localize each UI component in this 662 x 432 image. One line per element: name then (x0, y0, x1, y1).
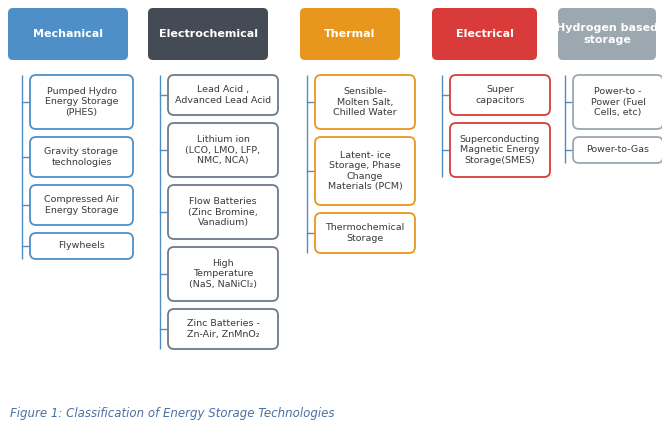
Text: Sensible-
Molten Salt,
Chilled Water: Sensible- Molten Salt, Chilled Water (333, 87, 397, 117)
Text: Hydrogen based
storage: Hydrogen based storage (556, 23, 658, 45)
Text: Flywheels: Flywheels (58, 241, 105, 251)
FancyBboxPatch shape (8, 8, 128, 60)
FancyBboxPatch shape (30, 233, 133, 259)
FancyBboxPatch shape (315, 137, 415, 205)
FancyBboxPatch shape (148, 8, 268, 60)
FancyBboxPatch shape (558, 8, 656, 60)
FancyBboxPatch shape (30, 75, 133, 129)
Text: Thermochemical
Storage: Thermochemical Storage (326, 223, 404, 243)
Text: Power-to-Gas: Power-to-Gas (587, 146, 649, 155)
Text: Gravity storage
technologies: Gravity storage technologies (44, 147, 118, 167)
Text: Thermal: Thermal (324, 29, 376, 39)
FancyBboxPatch shape (450, 75, 550, 115)
FancyBboxPatch shape (573, 75, 662, 129)
FancyBboxPatch shape (432, 8, 537, 60)
FancyBboxPatch shape (450, 123, 550, 177)
Text: Electrical: Electrical (455, 29, 514, 39)
FancyBboxPatch shape (573, 137, 662, 163)
Text: Zinc Batteries -
Zn-Air, ZnMnO₂: Zinc Batteries - Zn-Air, ZnMnO₂ (187, 319, 260, 339)
FancyBboxPatch shape (30, 185, 133, 225)
Text: Compressed Air
Energy Storage: Compressed Air Energy Storage (44, 195, 119, 215)
Text: Electrochemical: Electrochemical (158, 29, 258, 39)
FancyBboxPatch shape (168, 75, 278, 115)
Text: Power-to -
Power (Fuel
Cells, etc): Power-to - Power (Fuel Cells, etc) (591, 87, 645, 117)
Text: Lead Acid ,
Advanced Lead Acid: Lead Acid , Advanced Lead Acid (175, 85, 271, 105)
FancyBboxPatch shape (30, 137, 133, 177)
Text: Super
capacitors: Super capacitors (475, 85, 525, 105)
Text: Superconducting
Magnetic Energy
Storage(SMES): Superconducting Magnetic Energy Storage(… (460, 135, 540, 165)
Text: Figure 1: Classification of Energy Storage Technologies: Figure 1: Classification of Energy Stora… (10, 407, 334, 420)
Text: Pumped Hydro
Energy Storage
(PHES): Pumped Hydro Energy Storage (PHES) (45, 87, 118, 117)
Text: Lithium ion
(LCO, LMO, LFP,
NMC, NCA): Lithium ion (LCO, LMO, LFP, NMC, NCA) (185, 135, 261, 165)
FancyBboxPatch shape (168, 185, 278, 239)
Text: High
Temperature
(NaS, NaNiCl₂): High Temperature (NaS, NaNiCl₂) (189, 259, 257, 289)
Text: Latent- ice
Storage, Phase
Change
Materials (PCM): Latent- ice Storage, Phase Change Materi… (328, 151, 402, 191)
FancyBboxPatch shape (315, 75, 415, 129)
FancyBboxPatch shape (315, 213, 415, 253)
Text: Flow Batteries
(Zinc Bromine,
Vanadium): Flow Batteries (Zinc Bromine, Vanadium) (188, 197, 258, 227)
FancyBboxPatch shape (168, 123, 278, 177)
FancyBboxPatch shape (300, 8, 400, 60)
Text: Mechanical: Mechanical (33, 29, 103, 39)
FancyBboxPatch shape (168, 309, 278, 349)
FancyBboxPatch shape (168, 247, 278, 301)
